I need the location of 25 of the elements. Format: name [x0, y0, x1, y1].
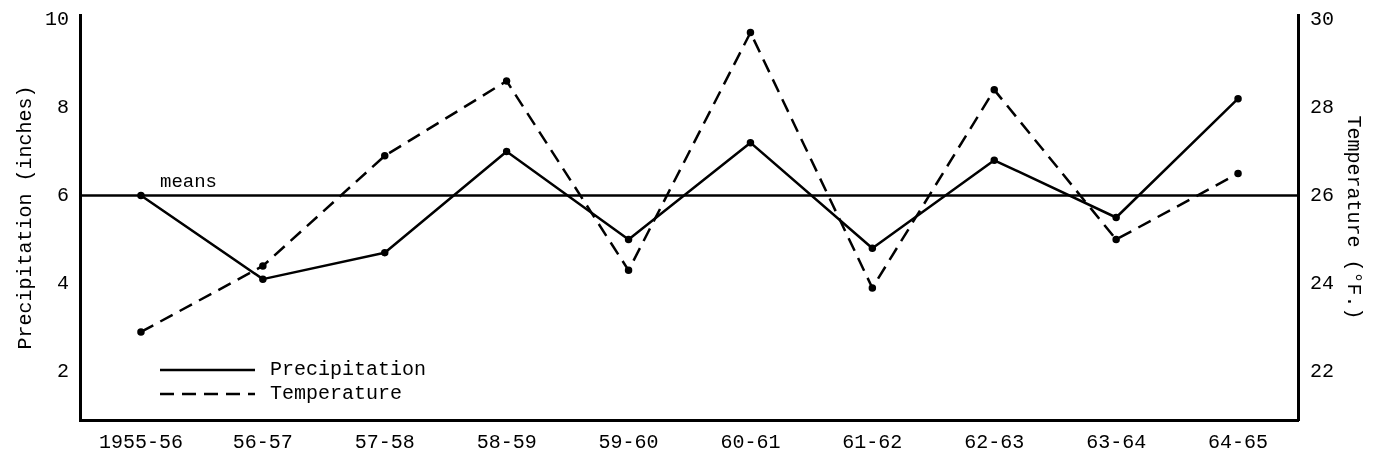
- y2-axis-title: Temperature (°F.): [1341, 115, 1365, 320]
- y2-tick-label: 24: [1310, 271, 1335, 295]
- x-tick-label: 59-60: [598, 431, 659, 455]
- y-tick-label: 8: [56, 95, 69, 119]
- y-tick-label: 6: [56, 183, 69, 207]
- x-tick-label: 57-58: [354, 431, 415, 455]
- y-tick-label: 10: [44, 7, 69, 31]
- y2-tick-label: 26: [1310, 183, 1335, 207]
- y-tick-label: 4: [56, 271, 69, 295]
- x-tick-label: 63-64: [1086, 431, 1147, 455]
- x-tick-label: 60-61: [720, 431, 781, 455]
- x-tick-label: 58-59: [476, 431, 537, 455]
- x-tick-label: 1955-56: [98, 431, 183, 455]
- legend-label: Precipitation: [270, 358, 427, 382]
- x-tick-label: 62-63: [964, 431, 1025, 455]
- y2-tick-label: 28: [1310, 95, 1335, 119]
- legend-label: Temperature: [270, 382, 403, 406]
- x-tick-label: 64-65: [1208, 431, 1269, 455]
- x-tick-label: 61-62: [842, 431, 903, 455]
- y-tick-label: 2: [56, 359, 69, 383]
- ref-line-label: means: [160, 171, 218, 194]
- x-tick-label: 56-57: [232, 431, 293, 455]
- y-axis-title: Precipitation (inches): [14, 85, 38, 350]
- y2-tick-label: 30: [1310, 7, 1335, 31]
- y2-tick-label: 22: [1310, 359, 1335, 383]
